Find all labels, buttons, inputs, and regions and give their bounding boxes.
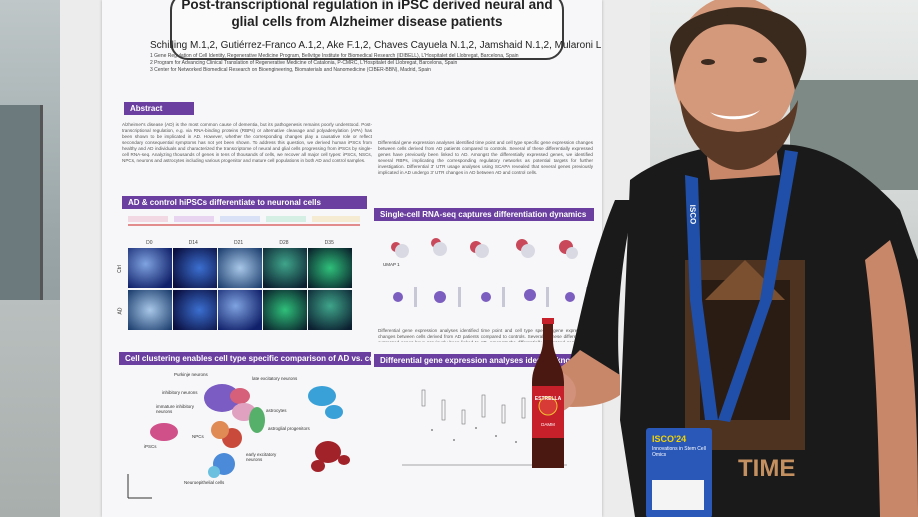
cluster-label: iPSCs [144, 444, 157, 449]
umap-axis-label: UMAP 1 [383, 262, 400, 267]
conference-badge: ISCO'24 Innovations in Stem Cell Omics [646, 428, 712, 517]
cluster-label: Purkinje neurons [174, 372, 208, 377]
timepoint-label: D35 [324, 240, 334, 246]
cluster-label: astroglial progenitors [268, 426, 310, 431]
cluster-umap: Purkinje neurons inhibitory neurons imma… [122, 368, 372, 508]
row-label-ad: AD [117, 307, 124, 315]
lanyard-text: ISCO [687, 204, 698, 225]
abstract-text: Alzheimer's disease (AD) is the most com… [122, 122, 372, 163]
cluster-label: astrocytes [266, 408, 287, 413]
differentiation-timeline [124, 213, 364, 235]
cluster-label: immature inhibitory neurons [156, 404, 195, 414]
cluster-label: NPCs [192, 434, 204, 439]
badge-title: ISCO'24 [652, 434, 687, 444]
section-cell-clustering: Cell clustering enables cell type specif… [119, 352, 371, 365]
section-scrna-seq: Single-cell RNA-seq captures differentia… [374, 208, 594, 221]
timepoint-label: D21 [233, 240, 244, 246]
cluster-label: inhibitory neurons [162, 390, 198, 395]
timepoint-label: D14 [188, 240, 198, 246]
section-abstract: Abstract [124, 102, 194, 115]
poster-affiliations: 1 Gene Regulation of Cell Identity, Rege… [150, 53, 519, 73]
microscopy-grid: D0 D14 D21 D28 D35 [128, 240, 352, 332]
timepoint-label: D0 [146, 240, 153, 246]
poster-authors: Schilling M.1,2, Gutiérrez-Franco A.1,2,… [150, 40, 602, 51]
bottle-label: ESTRELLA [534, 396, 562, 402]
scrna-caption: Differential gene expression analyses id… [378, 328, 588, 342]
section-neuronal-differentiation: AD & control hiPSCs differentiate to neu… [122, 196, 367, 209]
cluster-label: Neuroepithelial cells [184, 480, 225, 485]
row-label-ctrl: Ctrl [116, 265, 123, 273]
poster-title: Post-transcriptional regulation in iPSC … [181, 0, 553, 29]
badge-subtitle: Innovations in Stem Cell Omics [652, 446, 706, 458]
intro-right-text: Differential gene expression analyses id… [378, 140, 593, 175]
background-window [0, 105, 43, 305]
cluster-label: late excitatory neurons [252, 376, 298, 381]
bottle-sublabel: DAMM [541, 422, 555, 427]
beer-bottle: ESTRELLA DAMM [528, 318, 568, 468]
cluster-label: early excitatory neurons [246, 452, 277, 462]
shirt-print-text: TIME [738, 455, 796, 482]
badge-name-area [652, 480, 704, 510]
title-frame [170, 0, 564, 60]
presenter-person [560, 0, 918, 517]
timepoint-label: D28 [279, 240, 289, 246]
scientific-poster: Post-transcriptional regulation in iPSC … [102, 0, 602, 517]
